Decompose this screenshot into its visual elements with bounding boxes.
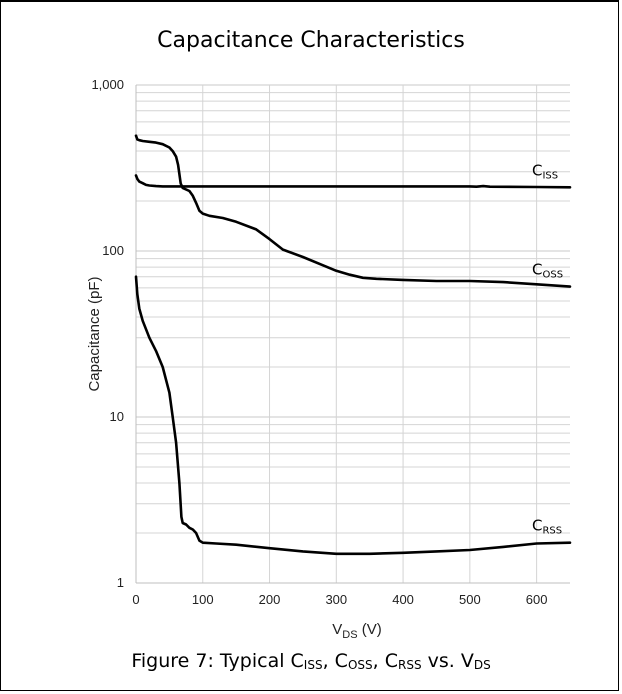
series-label-oss: COSS xyxy=(532,261,563,281)
y-axis-label: Capacitance (pF) xyxy=(86,276,103,391)
series-label-rss: CRSS xyxy=(532,517,562,537)
series-labels: CISS COSS CRSS xyxy=(532,161,563,536)
x-tick-label: 500 xyxy=(459,592,481,607)
series-line-iss xyxy=(134,174,572,189)
axes xyxy=(135,85,570,584)
y-tick-label: 10 xyxy=(110,409,124,424)
y-tick-label: 1 xyxy=(117,575,124,590)
x-tick-label: 400 xyxy=(392,592,414,607)
chart-title: Capacitance Characteristics xyxy=(157,28,465,53)
series-lines xyxy=(134,134,572,556)
series-label-iss: CISS xyxy=(532,161,558,181)
x-tick-label: 200 xyxy=(259,592,281,607)
x-axis-label: VDS (V) xyxy=(332,621,381,641)
x-tick-label: 100 xyxy=(192,592,214,607)
tick-labels: 1 10 100 1,000 0 100 200 300 400 500 600 xyxy=(91,77,547,607)
series-line-rss xyxy=(134,275,572,556)
series-line-oss xyxy=(134,134,572,288)
x-tick-label: 0 xyxy=(132,592,139,607)
figure-caption: Figure 7: Typical CISS, COSS, CRSS vs. V… xyxy=(131,650,491,672)
y-tick-label: 100 xyxy=(102,243,124,258)
x-tick-label: 600 xyxy=(526,592,548,607)
y-tick-label: 1,000 xyxy=(91,77,124,92)
grid-lines xyxy=(136,84,570,583)
x-tick-label: 300 xyxy=(325,592,347,607)
